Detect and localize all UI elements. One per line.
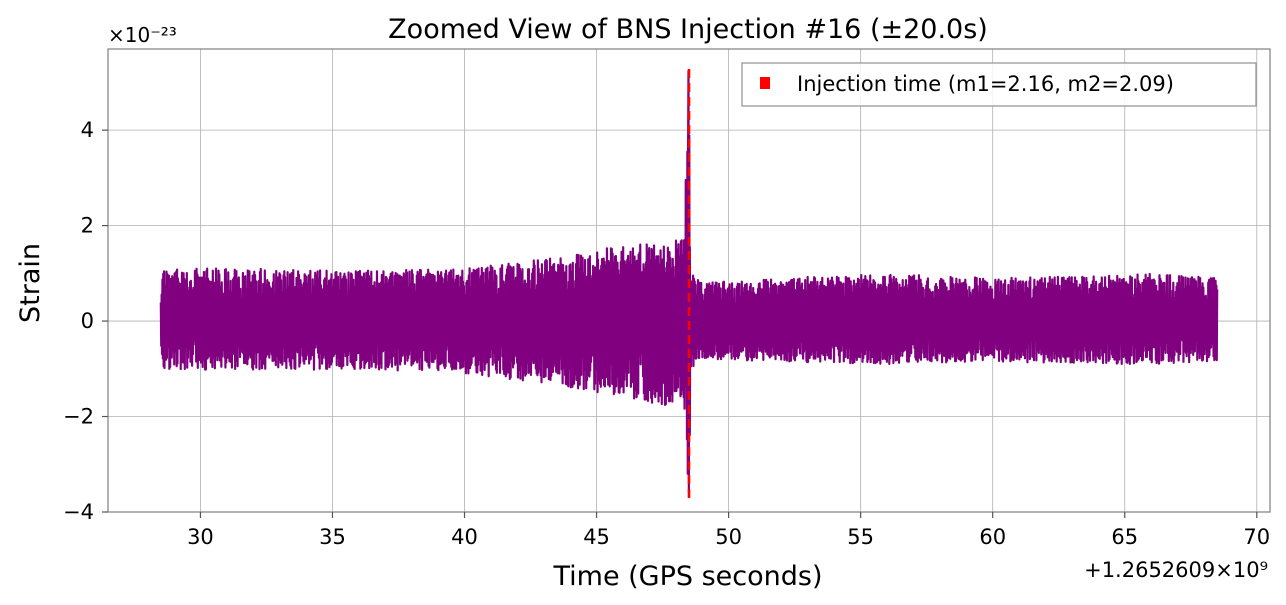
x-axis-label: Time (GPS seconds) xyxy=(552,561,822,592)
y-scale-label: ×10⁻²³ xyxy=(108,23,177,47)
x-axis-ticks: 30 35 40 45 50 55 60 65 70 xyxy=(187,512,1270,549)
x-offset-label: +1.2652609×10⁹ xyxy=(1084,558,1268,582)
x-tick-label: 35 xyxy=(319,525,346,549)
y-tick-label: −2 xyxy=(63,405,94,429)
x-tick-label: 50 xyxy=(715,525,742,549)
chart-title: Zoomed View of BNS Injection #16 (±20.0s… xyxy=(388,14,988,45)
y-axis-ticks: −4 −2 0 2 4 xyxy=(63,118,108,524)
legend-box xyxy=(741,62,1257,107)
x-tick-label: 70 xyxy=(1243,525,1270,549)
x-tick-label: 65 xyxy=(1111,525,1138,549)
legend: Injection time (m1=2.16, m2=2.09) xyxy=(741,62,1257,107)
y-tick-label: −4 xyxy=(63,500,94,524)
x-tick-label: 45 xyxy=(583,525,610,549)
axes-frame xyxy=(107,48,1271,513)
y-axis-label: Strain xyxy=(15,243,46,323)
x-tick-label: 40 xyxy=(451,525,478,549)
y-tick-label: 0 xyxy=(81,309,94,333)
x-tick-label: 55 xyxy=(847,525,874,549)
legend-label-injection: Injection time (m1=2.16, m2=2.09) xyxy=(797,72,1174,96)
plot-area xyxy=(159,69,1219,498)
y-tick-label: 2 xyxy=(81,214,94,238)
x-tick-label: 60 xyxy=(979,525,1006,549)
x-tick-label: 30 xyxy=(187,525,214,549)
legend-marker-injection xyxy=(760,77,770,89)
y-tick-label: 4 xyxy=(81,118,94,142)
